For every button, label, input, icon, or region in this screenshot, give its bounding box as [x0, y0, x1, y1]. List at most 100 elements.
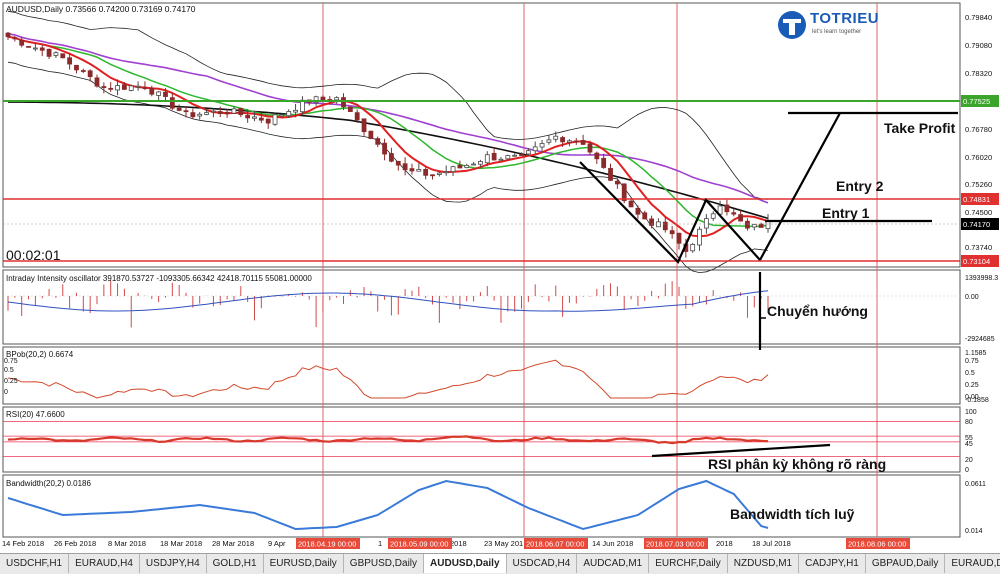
- date-axis-label: 23 May 201: [484, 539, 523, 548]
- candle: [375, 138, 381, 145]
- chart-tab-gbpaud-daily[interactable]: GBPAUD,Daily: [866, 554, 946, 573]
- date-axis-label: 2018: [716, 539, 733, 548]
- chart-tab-audusd-daily[interactable]: AUDUSD,Daily: [424, 554, 507, 573]
- chart-tab-gold-h1[interactable]: GOLD,H1: [207, 554, 264, 573]
- date-axis-label: 26 Feb 2018: [54, 539, 96, 548]
- chart-tab-usdchf-h1[interactable]: USDCHF,H1: [0, 554, 70, 573]
- bpb-left-axis-label: 0.5: [4, 367, 14, 374]
- green-level-label: 0.77525: [963, 97, 990, 106]
- intensity-axis-label: 0.00: [965, 294, 979, 301]
- totrieu-logo: TOTRIEU let's learn together: [776, 6, 894, 44]
- chart-tab-nzdusd-m1[interactable]: NZDUSD,M1: [728, 554, 800, 573]
- bandwidth-line: [7, 479, 769, 531]
- chart-tab-eurusd-daily[interactable]: EURUSD,Daily: [264, 554, 344, 573]
- candle: [724, 204, 730, 213]
- candle: [389, 153, 394, 162]
- candle: [573, 140, 579, 143]
- intensity-header: Intraday Intensity oscillator 391870.537…: [6, 274, 312, 283]
- date-highlight-tag: [524, 538, 588, 549]
- rsi-divergence-annotation: RSI phân kỳ không rõ ràng: [708, 456, 886, 472]
- chart-tab-euraud-h4[interactable]: EURAUD,H4: [69, 554, 140, 573]
- candle: [710, 213, 716, 219]
- candle: [46, 48, 52, 57]
- date-axis-label: 14 Jun 2018: [592, 539, 633, 548]
- price-axis-label: 0.73740: [965, 243, 992, 252]
- chart-tab-usdcad-h4[interactable]: USDCAD,H4: [507, 554, 578, 573]
- candle: [621, 183, 627, 202]
- date-axis-label: 14 Feb 2018: [2, 539, 44, 548]
- candle: [560, 137, 565, 143]
- candle: [676, 232, 682, 244]
- candle: [334, 97, 340, 101]
- intensity-axis-label: 1393998.3: [965, 275, 998, 282]
- bpb-right-axis-label: -0.1858: [965, 397, 989, 404]
- candle: [416, 168, 422, 172]
- green-level-tag: [961, 95, 999, 107]
- current-price-label: 0.74170: [963, 220, 990, 229]
- candle: [183, 110, 189, 113]
- candle: [546, 139, 552, 143]
- candle: [252, 116, 257, 119]
- red-level-lower-tag: [961, 255, 999, 267]
- rsi-divergence-line: [651, 443, 831, 458]
- bpb-right-axis-label: 1.1585: [965, 350, 987, 357]
- candle: [121, 84, 127, 90]
- price-axis-label: 0.78320: [965, 69, 992, 78]
- main-pane: [2, 2, 961, 268]
- bpb-right-axis-label: 0.5: [965, 370, 975, 377]
- bandwidth-pane: [2, 474, 961, 538]
- date-axis-label: ay 2018: [440, 539, 467, 548]
- candle: [286, 111, 292, 117]
- candle: [341, 97, 346, 108]
- candle: [395, 160, 401, 166]
- candle: [409, 168, 415, 172]
- date-highlight-label: 2018.05.09 00:00: [390, 540, 448, 549]
- chart-tab-usdjpy-h4[interactable]: USDJPY,H4: [140, 554, 207, 573]
- candle: [60, 53, 66, 59]
- candle: [12, 37, 18, 40]
- candle: [39, 47, 45, 51]
- candle: [142, 87, 148, 89]
- price-axis-label: 0.74500: [965, 208, 992, 217]
- date-axis-label: 8 Mar 2018: [108, 539, 146, 548]
- candle: [108, 87, 114, 90]
- countdown-timer: 00:02:01: [6, 247, 61, 263]
- candle: [190, 112, 196, 118]
- candle: [457, 164, 463, 169]
- candle: [491, 152, 497, 161]
- logo-name: TOTRIEU: [810, 10, 880, 27]
- candle: [738, 214, 744, 222]
- bpb-left-axis-label: 0.75: [4, 358, 18, 365]
- candle: [690, 244, 696, 252]
- chart-tab-euraud-daily[interactable]: EURAUD,Daily: [945, 554, 1000, 573]
- chart-tab-audcad-m1[interactable]: AUDCAD,M1: [577, 554, 650, 573]
- rsi-axis-label: 45: [965, 441, 973, 448]
- red-level-upper-label: 0.74831: [963, 195, 990, 204]
- candle: [265, 118, 271, 124]
- candle: [450, 166, 456, 172]
- bpb-right-axis-label: 0.75: [965, 358, 979, 365]
- candle: [614, 180, 620, 185]
- entry1-annotation: Entry 1: [822, 205, 870, 221]
- candle: [87, 70, 93, 78]
- bpb-header: BPob(20,2) 0.6674: [6, 350, 74, 359]
- ma-purple-line: [7, 33, 769, 204]
- rsi-axis-label: 55: [965, 435, 973, 442]
- take-profit-annotation: Take Profit: [884, 120, 956, 136]
- bandwidth-header: Bandwidth(20,2) 0.0186: [6, 479, 92, 488]
- chart-tab-eurchf-daily[interactable]: EURCHF,Daily: [649, 554, 728, 573]
- candle: [149, 87, 155, 95]
- candle: [293, 109, 298, 113]
- current-price-tag: [961, 218, 999, 230]
- red-level-upper-tag: [961, 193, 999, 205]
- chart-tab-cadjpy-h1[interactable]: CADJPY,H1: [799, 554, 866, 573]
- rsi-line: [7, 435, 769, 445]
- candle: [430, 174, 435, 177]
- chart-tab-gbpusd-daily[interactable]: GBPUSD,Daily: [344, 554, 425, 573]
- reversal-annotation: Chuyển hướng: [767, 303, 868, 319]
- candle: [539, 143, 545, 148]
- chart-area[interactable]: AUDUSD,Daily 0.73566 0.74200 0.73169 0.7…: [0, 0, 1000, 553]
- candle: [731, 212, 737, 215]
- bpb-pane: [2, 346, 961, 405]
- price-axis-label: 0.79840: [965, 13, 992, 22]
